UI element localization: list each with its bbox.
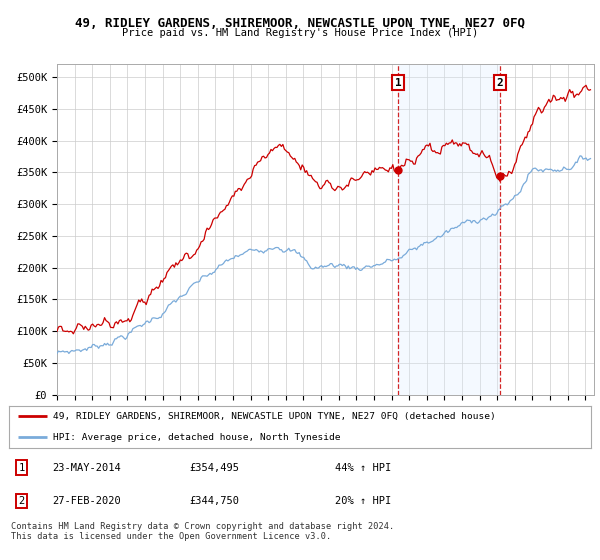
Text: Contains HM Land Registry data © Crown copyright and database right 2024.
This d: Contains HM Land Registry data © Crown c… xyxy=(11,522,394,542)
Text: Price paid vs. HM Land Registry's House Price Index (HPI): Price paid vs. HM Land Registry's House … xyxy=(122,28,478,38)
Text: £354,495: £354,495 xyxy=(190,463,239,473)
Text: 49, RIDLEY GARDENS, SHIREMOOR, NEWCASTLE UPON TYNE, NE27 0FQ: 49, RIDLEY GARDENS, SHIREMOOR, NEWCASTLE… xyxy=(75,17,525,30)
Text: £344,750: £344,750 xyxy=(190,496,239,506)
Text: 49, RIDLEY GARDENS, SHIREMOOR, NEWCASTLE UPON TYNE, NE27 0FQ (detached house): 49, RIDLEY GARDENS, SHIREMOOR, NEWCASTLE… xyxy=(53,412,496,421)
Bar xyxy=(398,64,500,395)
Text: 1: 1 xyxy=(19,463,25,473)
Text: 2: 2 xyxy=(497,78,503,87)
Text: 27-FEB-2020: 27-FEB-2020 xyxy=(53,496,121,506)
Text: HPI: Average price, detached house, North Tyneside: HPI: Average price, detached house, Nort… xyxy=(53,432,340,442)
Text: 2: 2 xyxy=(19,496,25,506)
Text: 23-MAY-2014: 23-MAY-2014 xyxy=(53,463,121,473)
Text: 1: 1 xyxy=(395,78,401,87)
Text: 44% ↑ HPI: 44% ↑ HPI xyxy=(335,463,391,473)
Text: 20% ↑ HPI: 20% ↑ HPI xyxy=(335,496,391,506)
